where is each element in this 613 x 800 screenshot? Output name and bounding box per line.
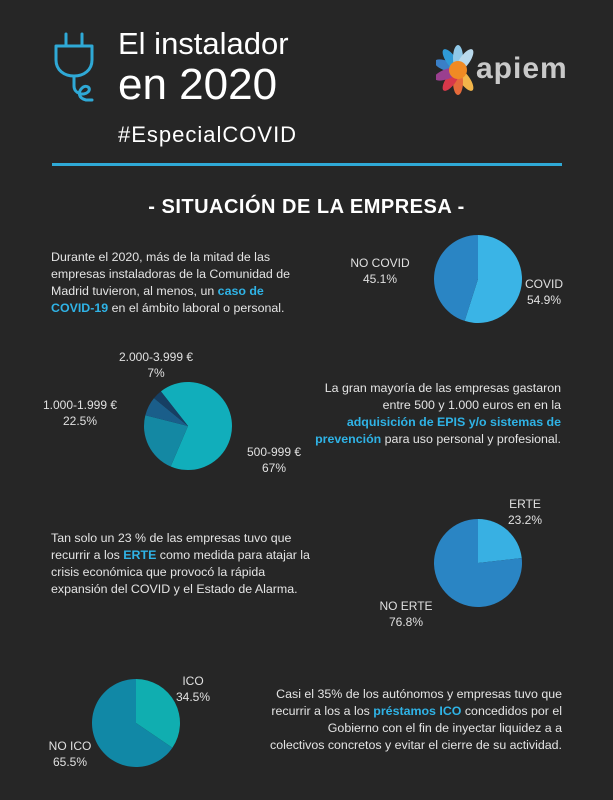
pie-slice-epis-3 (153, 391, 188, 426)
hashtag: #EspecialCOVID (118, 122, 298, 147)
pie-label-no-covid: NO COVID 45.1% (350, 256, 410, 286)
header-divider (52, 163, 562, 166)
erte-text: Tan solo un 23 % de las empresas tuvo qu… (51, 531, 310, 596)
pie-slice-ico-0 (136, 679, 180, 748)
covid-pie-chart (434, 235, 522, 323)
apiem-logo-icon (436, 45, 474, 95)
pie-label-no-erte: NO ERTE 76.8% (379, 599, 433, 629)
pie-slice-erte-1 (434, 519, 522, 607)
pie-slice-covid-1 (434, 235, 478, 321)
pie-label-1000-1999: 1.000-1.999 € 22.5% (42, 398, 118, 428)
covid-text: Durante el 2020, más de la mitad de las … (51, 250, 291, 315)
erte-highlight: ERTE (123, 548, 157, 562)
pie-label-covid: COVID 54.9% (524, 277, 563, 307)
covid-highlight: caso de COVID-19 (51, 284, 264, 315)
pie-slice-ico-1 (92, 679, 173, 767)
ico-highlight: préstamos ICO (373, 704, 462, 718)
title-line-1: El instalador (118, 26, 289, 61)
pie-slice-epis-2 (145, 398, 188, 426)
pie-label-erte: ERTE 23.2% (507, 497, 543, 527)
pie-label-2000-3999: 2.000-3.999 € 7% (118, 350, 194, 380)
pie-label-ico: ICO 34.5% (175, 674, 211, 704)
epis-highlight: adquisición de EPIS y/o sistemas de prev… (315, 415, 561, 446)
epis-pie-chart (144, 382, 232, 470)
apiem-logo-text: apiem (476, 52, 568, 85)
epis-text: La gran mayoría de las empresas gastaron… (315, 381, 561, 446)
pie-slice-covid-0 (464, 235, 522, 323)
erte-pie-chart (434, 519, 522, 607)
plug-icon (54, 32, 94, 102)
title-line-2: en 2020 (118, 60, 278, 109)
pie-slice-erte-0 (478, 519, 522, 563)
pie-slice-epis-1 (144, 415, 188, 467)
ico-text: Casi el 35% de los autónomos y empresas … (270, 687, 562, 752)
pie-label-no-ico: NO ICO 65.5% (48, 739, 92, 769)
section-title: - SITUACIÓN DE LA EMPRESA - (148, 196, 465, 218)
ico-pie-chart (92, 679, 180, 767)
pie-slice-epis-0 (160, 382, 232, 470)
pie-label-500-999: 500-999 € 67% (246, 445, 302, 475)
